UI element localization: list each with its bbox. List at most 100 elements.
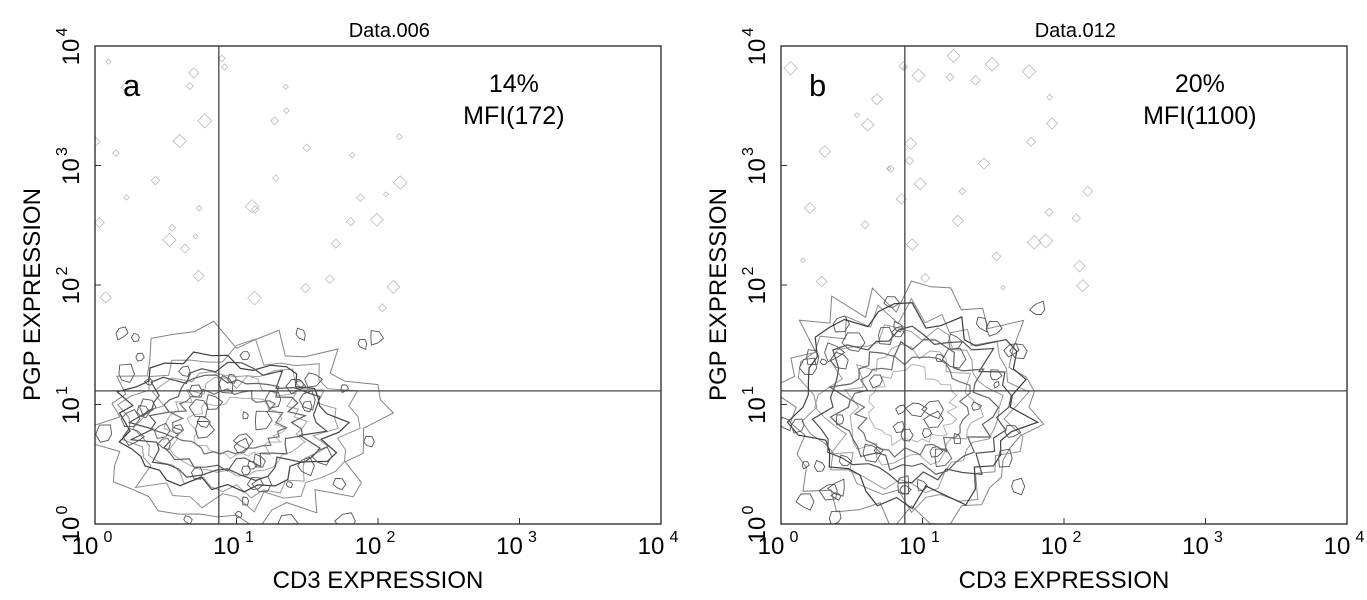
contour-blob bbox=[829, 351, 849, 370]
contour-blob bbox=[934, 448, 953, 467]
x-tick-label: 10 bbox=[355, 533, 382, 560]
contour-blob bbox=[143, 378, 154, 386]
contour-blob bbox=[916, 478, 928, 492]
contour-line bbox=[116, 351, 351, 493]
contour-blob bbox=[1045, 117, 1059, 130]
contour-blob bbox=[195, 204, 203, 212]
contour-blob bbox=[302, 143, 312, 153]
y-tick-label: 10 bbox=[58, 158, 85, 185]
plot-frame bbox=[94, 45, 662, 525]
contour-blob bbox=[813, 459, 826, 472]
contour-blob bbox=[130, 332, 140, 342]
contour-blob bbox=[136, 405, 151, 419]
panel-letter: b bbox=[809, 68, 826, 103]
contour-blob bbox=[886, 164, 895, 173]
contour-line bbox=[95, 320, 395, 524]
contour-blob bbox=[271, 174, 280, 182]
contour-blob bbox=[1038, 233, 1054, 249]
contour-blob bbox=[783, 60, 798, 76]
contour-blob bbox=[122, 428, 146, 446]
contour-line bbox=[850, 354, 971, 458]
contour-blob bbox=[892, 421, 905, 434]
contour-blob bbox=[790, 418, 805, 434]
contour-line bbox=[868, 364, 958, 447]
contour-blob bbox=[935, 353, 945, 362]
contour-blob bbox=[118, 363, 135, 384]
contour-blob bbox=[1044, 207, 1054, 217]
contour-blob bbox=[192, 269, 205, 282]
contour-blob bbox=[194, 421, 216, 439]
contour-blob bbox=[862, 443, 882, 463]
contour-blob bbox=[993, 381, 1000, 389]
contour-blob bbox=[282, 83, 289, 90]
contour-blob bbox=[395, 133, 403, 141]
contour-blob bbox=[803, 201, 816, 214]
contour-blob bbox=[356, 193, 365, 203]
y-axis-title: PGP EXPRESSION bbox=[19, 188, 46, 401]
y-tick-label-exponent: 1 bbox=[740, 386, 757, 395]
contour-line bbox=[843, 343, 984, 466]
x-tick-label: 10 bbox=[899, 533, 926, 560]
x-tick-label: 10 bbox=[638, 533, 665, 560]
contour-blob bbox=[294, 380, 305, 390]
contour-blob bbox=[898, 61, 909, 72]
contour-blob bbox=[873, 446, 884, 455]
contour-blob bbox=[815, 275, 828, 288]
contour-blob bbox=[153, 422, 171, 439]
contour-blob bbox=[197, 113, 213, 129]
contour-blob bbox=[345, 216, 356, 227]
contour-blob bbox=[123, 194, 130, 201]
contour-line bbox=[814, 324, 1004, 494]
y-tick-label: 10 bbox=[744, 397, 771, 424]
contour-blob bbox=[217, 54, 226, 63]
contour-line bbox=[127, 361, 329, 482]
contour-blob bbox=[895, 404, 906, 416]
contour-blob bbox=[115, 326, 129, 341]
contour-blob bbox=[860, 220, 870, 230]
contour-blob bbox=[828, 510, 842, 524]
contour-blob bbox=[868, 374, 883, 389]
contour-blob bbox=[818, 483, 838, 501]
contour-blob bbox=[835, 414, 845, 426]
y-tick-label-exponent: 3 bbox=[740, 147, 757, 156]
contour-blob bbox=[998, 448, 1013, 468]
contour-blob bbox=[1025, 136, 1037, 147]
x-tick-label-exponent: 3 bbox=[528, 529, 537, 546]
contour-blob bbox=[1004, 424, 1022, 438]
contour-blob bbox=[904, 156, 915, 166]
contour-layer bbox=[781, 48, 1094, 524]
contour-blob bbox=[1009, 343, 1028, 360]
contour-blob bbox=[870, 93, 883, 106]
contour-blob bbox=[277, 514, 299, 524]
contour-blob bbox=[95, 217, 106, 229]
x-axis-title: CD3 EXPRESSION bbox=[959, 567, 1170, 594]
contour-blob bbox=[301, 400, 313, 413]
contour-blob bbox=[798, 357, 818, 376]
contour-blob bbox=[283, 107, 290, 115]
contour-blob bbox=[826, 478, 845, 497]
contour-blob bbox=[948, 333, 963, 350]
x-tick-label: 10 bbox=[758, 533, 785, 560]
contour-blob bbox=[1082, 185, 1094, 197]
contour-blob bbox=[172, 133, 187, 149]
panel-b: 10 0 10 1 10 2 10 3 10 4 10 0 10 1 10 2 10 3 10 4 Data.012 b 2… bbox=[705, 20, 1365, 594]
y-tick-label-exponent: 3 bbox=[54, 147, 71, 156]
contour-blob bbox=[285, 481, 294, 489]
x-tick-label: 10 bbox=[1182, 533, 1209, 560]
contour-blob bbox=[241, 496, 250, 506]
contour-blob bbox=[386, 279, 401, 294]
contour-blob bbox=[221, 63, 229, 71]
panel-letter: a bbox=[123, 68, 141, 103]
contour-blob bbox=[162, 232, 177, 248]
contour-blob bbox=[251, 475, 272, 493]
contour-blob bbox=[1026, 234, 1042, 250]
contour-line bbox=[786, 302, 1040, 510]
x-tick-label-exponent: 3 bbox=[1214, 529, 1223, 546]
quadrant-percent: 14% bbox=[489, 70, 539, 98]
y-tick-label-exponent: 0 bbox=[740, 505, 757, 514]
contour-blob bbox=[120, 80, 135, 95]
contour-blob bbox=[150, 175, 161, 186]
contour-line bbox=[186, 396, 288, 460]
contour-blob bbox=[970, 74, 981, 86]
contour-blob bbox=[188, 399, 208, 418]
